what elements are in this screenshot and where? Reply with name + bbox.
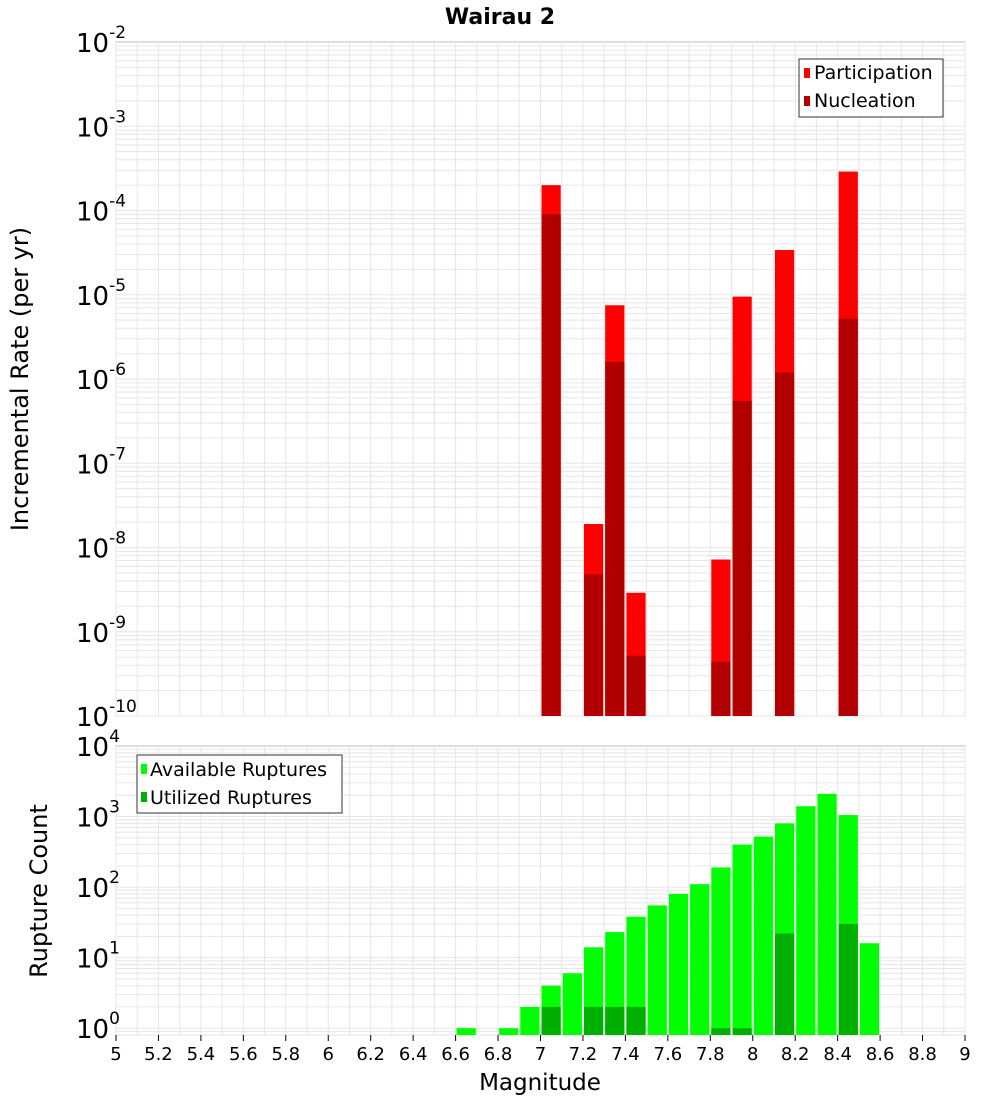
rate-legend: Participation Nucleation (798, 58, 944, 118)
participation-legend-label: Participation (814, 62, 933, 84)
utilized-ruptures-bar (838, 923, 858, 1035)
available-ruptures-bar (753, 836, 773, 1035)
y-tick-label: 104 (76, 727, 120, 763)
utilized-legend-swatch (141, 792, 147, 802)
x-axis-label: Magnitude (479, 1070, 601, 1096)
y-tick-exponent: -10 (109, 697, 137, 717)
magnitude-x-ticks: 5 5.2 5.4 5.6 5.8 6 6.2 6.4 6.6 6.8 7 7.2 7.4 7.6 7.8 8… (110, 1035, 971, 1065)
x-tick-label: 7 (535, 1044, 546, 1065)
y-tick-label: 103 (76, 798, 120, 834)
utilized-ruptures-bar (626, 1006, 646, 1035)
rate-grid (115, 42, 966, 717)
nucleation-bar (626, 655, 646, 716)
nucleation-bar (711, 661, 731, 716)
nucleation-bar (605, 361, 625, 716)
x-tick-label: 5.8 (271, 1044, 300, 1065)
nucleation-bar (583, 574, 604, 716)
available-ruptures-bar (796, 806, 816, 1035)
nucleation-bar (541, 214, 561, 716)
utilized-ruptures-bar (541, 1006, 561, 1035)
utilized-ruptures-bar (711, 1028, 731, 1035)
x-tick-label: 6.6 (441, 1044, 470, 1065)
x-tick-label: 5.6 (229, 1044, 258, 1065)
x-tick-label: 6.8 (484, 1044, 513, 1065)
y-tick-exponent: -9 (109, 613, 126, 633)
rate-bars (541, 171, 858, 716)
x-tick-label: 8 (747, 1044, 758, 1065)
available-ruptures-bar (626, 916, 646, 1035)
available-legend-label: Available Ruptures (150, 759, 327, 781)
available-ruptures-bar (690, 884, 710, 1035)
nucleation-legend-label: Nucleation (814, 90, 916, 112)
available-ruptures-bar (732, 844, 752, 1035)
rate-legend-box (798, 58, 944, 118)
x-tick-label: 5.2 (144, 1044, 173, 1065)
chart-title: Wairau 2 (445, 5, 555, 30)
x-tick-label: 6 (323, 1044, 334, 1065)
x-tick-label: 8.4 (823, 1044, 852, 1065)
y-tick-exponent: 2 (109, 868, 120, 888)
utilized-ruptures-bar (732, 1028, 752, 1035)
available-legend-swatch (141, 764, 147, 774)
available-ruptures-bar (499, 1028, 519, 1035)
x-tick-label: 7.8 (696, 1044, 725, 1065)
y-tick-exponent: -2 (109, 23, 126, 43)
x-tick-label: 8.8 (908, 1044, 937, 1065)
count-y-axis-label: Rupture Count (25, 804, 53, 978)
x-tick-label: 7.6 (654, 1044, 683, 1065)
y-tick-exponent: 0 (109, 1009, 120, 1029)
available-ruptures-bar (711, 867, 731, 1035)
utilized-ruptures-bar (583, 1006, 604, 1035)
y-tick-exponent: -8 (109, 529, 126, 549)
available-ruptures-bar (520, 1006, 540, 1035)
participation-legend-swatch (804, 68, 810, 78)
nucleation-bar (774, 372, 795, 716)
y-tick-label: 10-4 (76, 192, 126, 228)
available-ruptures-bar (817, 793, 837, 1035)
y-tick-exponent: 1 (109, 939, 120, 959)
y-tick-label: 10-10 (76, 697, 137, 733)
x-tick-label: 5.4 (187, 1044, 216, 1065)
available-ruptures-bar (647, 905, 667, 1035)
y-tick-exponent: -6 (109, 360, 126, 380)
count-grid (115, 746, 966, 1036)
utilized-ruptures-bar (605, 1006, 625, 1035)
x-tick-label: 6.2 (356, 1044, 385, 1065)
utilized-ruptures-bar (774, 933, 795, 1035)
rate-y-axis-label: Incremental Rate (per yr) (6, 227, 34, 531)
y-tick-exponent: 3 (109, 798, 120, 818)
count-legend-box (136, 754, 343, 814)
nucleation-bar (838, 318, 858, 716)
y-tick-exponent: -4 (109, 192, 126, 212)
y-tick-label: 100 (76, 1009, 120, 1045)
y-tick-label: 101 (76, 939, 120, 975)
nucleation-legend-swatch (804, 96, 810, 106)
y-tick-exponent: -7 (109, 444, 126, 464)
count-legend: Available Ruptures Utilized Ruptures (136, 754, 343, 814)
utilized-legend-label: Utilized Ruptures (150, 787, 312, 809)
available-ruptures-bar (562, 973, 582, 1035)
count-bars (456, 793, 880, 1035)
x-tick-label: 6.4 (399, 1044, 428, 1065)
x-tick-label: 9 (959, 1044, 970, 1065)
y-tick-exponent: 4 (109, 727, 120, 747)
y-tick-exponent: -5 (109, 276, 126, 296)
x-tick-label: 7.4 (611, 1044, 640, 1065)
y-tick-exponent: -3 (109, 107, 126, 127)
available-ruptures-bar (456, 1028, 476, 1035)
nucleation-bar (732, 400, 752, 716)
x-tick-label: 8.6 (866, 1044, 895, 1065)
x-tick-label: 7.2 (569, 1044, 598, 1065)
y-tick-label: 102 (76, 868, 120, 904)
available-ruptures-bar (859, 943, 880, 1035)
x-tick-label: 5 (110, 1044, 121, 1065)
available-ruptures-bar (668, 893, 689, 1035)
x-tick-label: 8.2 (781, 1044, 810, 1065)
